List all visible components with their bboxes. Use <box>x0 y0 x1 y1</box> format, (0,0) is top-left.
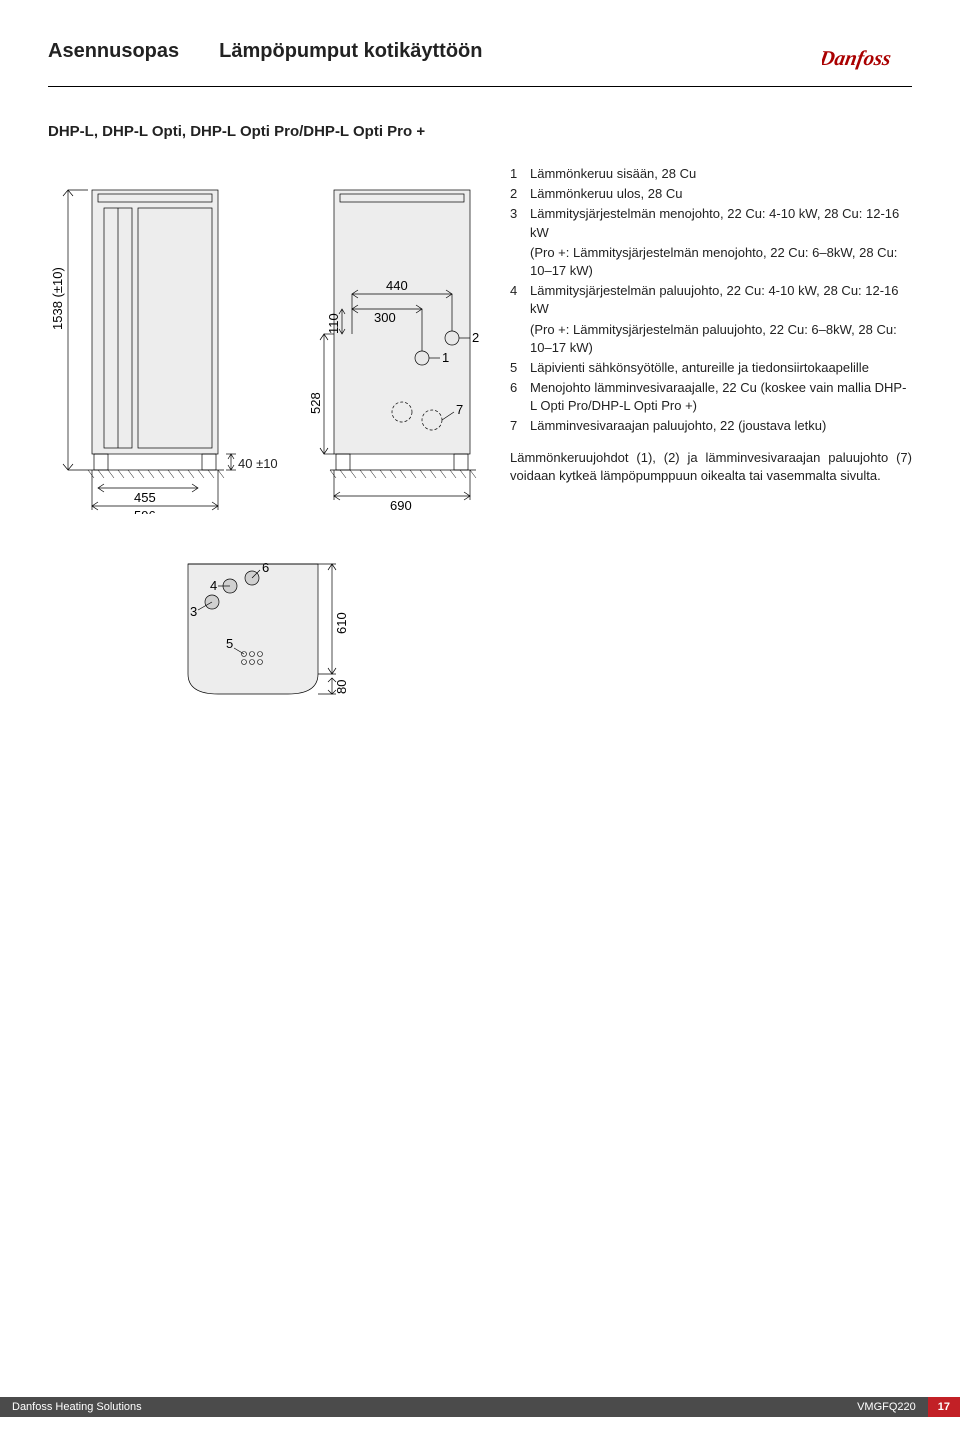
legend-row: (Pro +: Lämmitysjärjestelmän menojohto, … <box>510 243 912 281</box>
legend-row: 3Lämmitysjärjestelmän menojohto, 22 Cu: … <box>510 204 912 242</box>
dim-528: 528 <box>308 392 323 414</box>
dim-300: 300 <box>374 310 396 325</box>
footer-doc-id: VMGFQ220 <box>845 1397 928 1417</box>
legend-row: 5Läpivienti sähkönsyötölle, antureille j… <box>510 358 912 378</box>
footer-brand: Danfoss Heating Solutions <box>0 1397 845 1417</box>
legend-column: 1Lämmönkeruu sisään, 28 Cu 2Lämmönkeruu … <box>502 164 912 485</box>
legend-note: Lämmönkeruujohdot (1), (2) ja lämminvesi… <box>510 449 912 485</box>
figures-column: 1538 (±10) <box>48 164 494 734</box>
legend-row: 6Menojohto lämminvesivaraajalle, 22 Cu (… <box>510 378 912 416</box>
main-content: 1538 (±10) <box>48 164 912 734</box>
front-view-drawing: 1538 (±10) <box>48 164 238 514</box>
dim-height-1538: 1538 (±10) <box>50 267 65 330</box>
callout-5: 5 <box>226 636 233 651</box>
diagram-subtitle: DHP-L, DHP-L Opti, DHP-L Opti Pro/DHP-L … <box>48 123 912 140</box>
svg-text:Danfoss: Danfoss <box>822 46 893 70</box>
danfoss-logo: Danfoss <box>822 40 912 80</box>
page-footer: Danfoss Heating Solutions VMGFQ220 17 <box>0 1397 960 1417</box>
page-header: Asennusopas Lämpöpumput kotikäyttöön Dan… <box>48 40 912 80</box>
dim-596: 596 <box>134 508 156 514</box>
dim-110: 110 <box>326 313 341 334</box>
legend-row: 4Lämmitysjärjestelmän paluujohto, 22 Cu:… <box>510 281 912 319</box>
dim-690: 690 <box>390 498 412 513</box>
callout-3: 3 <box>190 604 197 619</box>
header-left: Asennusopas <box>48 40 179 63</box>
header-title: Lämpöpumput kotikäyttöön <box>219 40 482 63</box>
legend-row: (Pro +: Lämmitysjärjestelmän paluujohto,… <box>510 320 912 358</box>
callout-6: 6 <box>262 560 269 575</box>
callout-4: 4 <box>210 578 217 593</box>
back-view-drawing: 528 110 440 <box>294 164 494 514</box>
dim-610: 610 <box>334 612 349 634</box>
footer-page-number: 17 <box>928 1397 960 1417</box>
dim-40pm10: 40 ±10 <box>238 456 278 471</box>
top-view-drawing: 3 4 6 5 610 <box>168 554 388 734</box>
legend-row: 2Lämmönkeruu ulos, 28 Cu <box>510 184 912 204</box>
dim-80: 80 <box>334 680 349 694</box>
callout-2: 2 <box>472 330 479 345</box>
dim-440: 440 <box>386 278 408 293</box>
legend-row: 1Lämmönkeruu sisään, 28 Cu <box>510 164 912 184</box>
dim-455: 455 <box>134 490 156 505</box>
header-rule <box>48 86 912 87</box>
legend-row: 7Lämminvesivaraajan paluujohto, 22 (jous… <box>510 416 912 436</box>
callout-1: 1 <box>442 350 449 365</box>
legend-table: 1Lämmönkeruu sisään, 28 Cu 2Lämmönkeruu … <box>510 164 912 437</box>
callout-7: 7 <box>456 402 463 417</box>
